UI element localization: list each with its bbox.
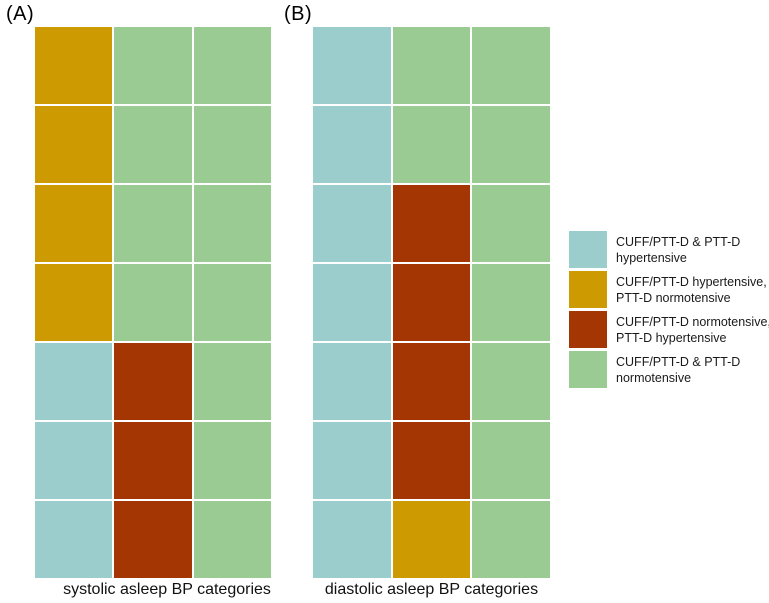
heatmap-cell-A-r5c2-NH <box>114 343 192 420</box>
heatmap-cell-B-r6c1-HH <box>313 422 391 499</box>
heatmap-cell-B-r2c1-HH <box>313 106 391 183</box>
heatmap-cell-B-r3c3-NN <box>472 185 550 262</box>
heatmap-cell-A-r6c3-NN <box>193 422 271 499</box>
legend-label-line: CUFF/PTT-D normotensive, <box>616 314 769 329</box>
heatmap-cell-A-r1c2-NN <box>114 27 192 104</box>
legend-label-NN: CUFF/PTT-D & PTT-D normotensive <box>616 354 769 386</box>
panel-b-label: (B) <box>284 3 313 25</box>
legend-item-NN: CUFF/PTT-D & PTT-D normotensive <box>569 351 769 388</box>
legend: CUFF/PTT-D & PTT-D hypertensive CUFF/PTT-D… <box>569 231 769 391</box>
heatmap-cell-B-r5c3-NN <box>472 343 550 420</box>
heatmap-cell-A-r6c1-HH <box>35 422 113 499</box>
heatmap-cell-B-r4c2-NH <box>392 264 471 341</box>
heatmap-cell-B-r3c1-HH <box>313 185 391 262</box>
heatmap-cell-B-r1c2-NN <box>392 27 471 104</box>
heatmap-cell-A-r7c1-HH <box>35 501 113 578</box>
heatmap-cell-A-r3c1-HN <box>35 185 113 262</box>
heatmap-cell-B-r7c1-HH <box>313 501 391 578</box>
legend-label-line: PTT-D hypertensive <box>616 330 727 345</box>
legend-label-line: CUFF/PTT-D & PTT-D <box>616 234 741 249</box>
legend-swatch-NH <box>569 311 607 348</box>
legend-swatch-NN <box>569 351 607 388</box>
heatmap-cell-B-r5c1-HH <box>313 343 391 420</box>
legend-label-line: CUFF/PTT-D hypertensive, <box>616 274 767 289</box>
heatmap-cell-A-r3c3-NN <box>193 185 271 262</box>
legend-item-HN: CUFF/PTT-D hypertensive, PTT-D normotensi… <box>569 271 769 308</box>
legend-label-line: CUFF/PTT-D & PTT-D <box>616 354 741 369</box>
heatmap-cell-A-r2c3-NN <box>193 106 271 183</box>
panel-a-xlabel: systolic asleep BP categories <box>63 581 271 598</box>
heatmap-cell-B-r2c3-NN <box>472 106 550 183</box>
heatmap-cell-B-r7c3-NN <box>472 501 550 578</box>
heatmap-cell-A-r7c3-NN <box>193 501 271 578</box>
heatmap-cell-A-r1c1-HN <box>35 27 113 104</box>
heatmap-cell-A-r2c2-NN <box>114 106 192 183</box>
heatmap-cell-A-r4c3-NN <box>193 264 271 341</box>
legend-label-HN: CUFF/PTT-D hypertensive, PTT-D normotensi… <box>616 274 769 306</box>
legend-swatch-HN <box>569 271 607 308</box>
heatmap-cell-B-r1c3-NN <box>472 27 550 104</box>
heatmap-cell-A-r3c2-NN <box>114 185 192 262</box>
heatmap-cell-B-r2c2-NN <box>392 106 471 183</box>
panel-b-heatmap <box>313 27 550 578</box>
heatmap-cell-B-r5c2-NH <box>392 343 471 420</box>
legend-label-NH: CUFF/PTT-D normotensive, PTT-D hypertensi… <box>616 314 769 346</box>
heatmap-cell-B-r4c1-HH <box>313 264 391 341</box>
heatmap-cell-B-r1c1-HH <box>313 27 391 104</box>
panel-a-heatmap <box>35 27 271 578</box>
legend-label-HH: CUFF/PTT-D & PTT-D hypertensive <box>616 234 769 266</box>
legend-swatch-HH <box>569 231 607 268</box>
heatmap-cell-A-r4c1-HN <box>35 264 113 341</box>
heatmap-cell-A-r2c1-HN <box>35 106 113 183</box>
heatmap-cell-A-r1c3-NN <box>193 27 271 104</box>
heatmap-cell-A-r6c2-NH <box>114 422 192 499</box>
heatmap-cell-B-r7c2-HN <box>392 501 471 578</box>
legend-label-line: hypertensive <box>616 250 687 265</box>
heatmap-cell-B-r4c3-NN <box>472 264 550 341</box>
heatmap-cell-A-r5c3-NN <box>193 343 271 420</box>
legend-item-NH: CUFF/PTT-D normotensive, PTT-D hypertensi… <box>569 311 769 348</box>
heatmap-cell-B-r6c3-NN <box>472 422 550 499</box>
legend-label-line: PTT-D normotensive <box>616 290 731 305</box>
panel-a-label: (A) <box>6 3 35 25</box>
panel-b-xlabel: diastolic asleep BP categories <box>324 581 539 598</box>
heatmap-cell-B-r6c2-NH <box>392 422 471 499</box>
heatmap-cell-B-r3c2-NH <box>392 185 471 262</box>
heatmap-cell-A-r7c2-NH <box>114 501 192 578</box>
legend-label-line: normotensive <box>616 370 692 385</box>
legend-item-HH: CUFF/PTT-D & PTT-D hypertensive <box>569 231 769 268</box>
heatmap-cell-A-r4c2-NN <box>114 264 192 341</box>
heatmap-cell-A-r5c1-HH <box>35 343 113 420</box>
